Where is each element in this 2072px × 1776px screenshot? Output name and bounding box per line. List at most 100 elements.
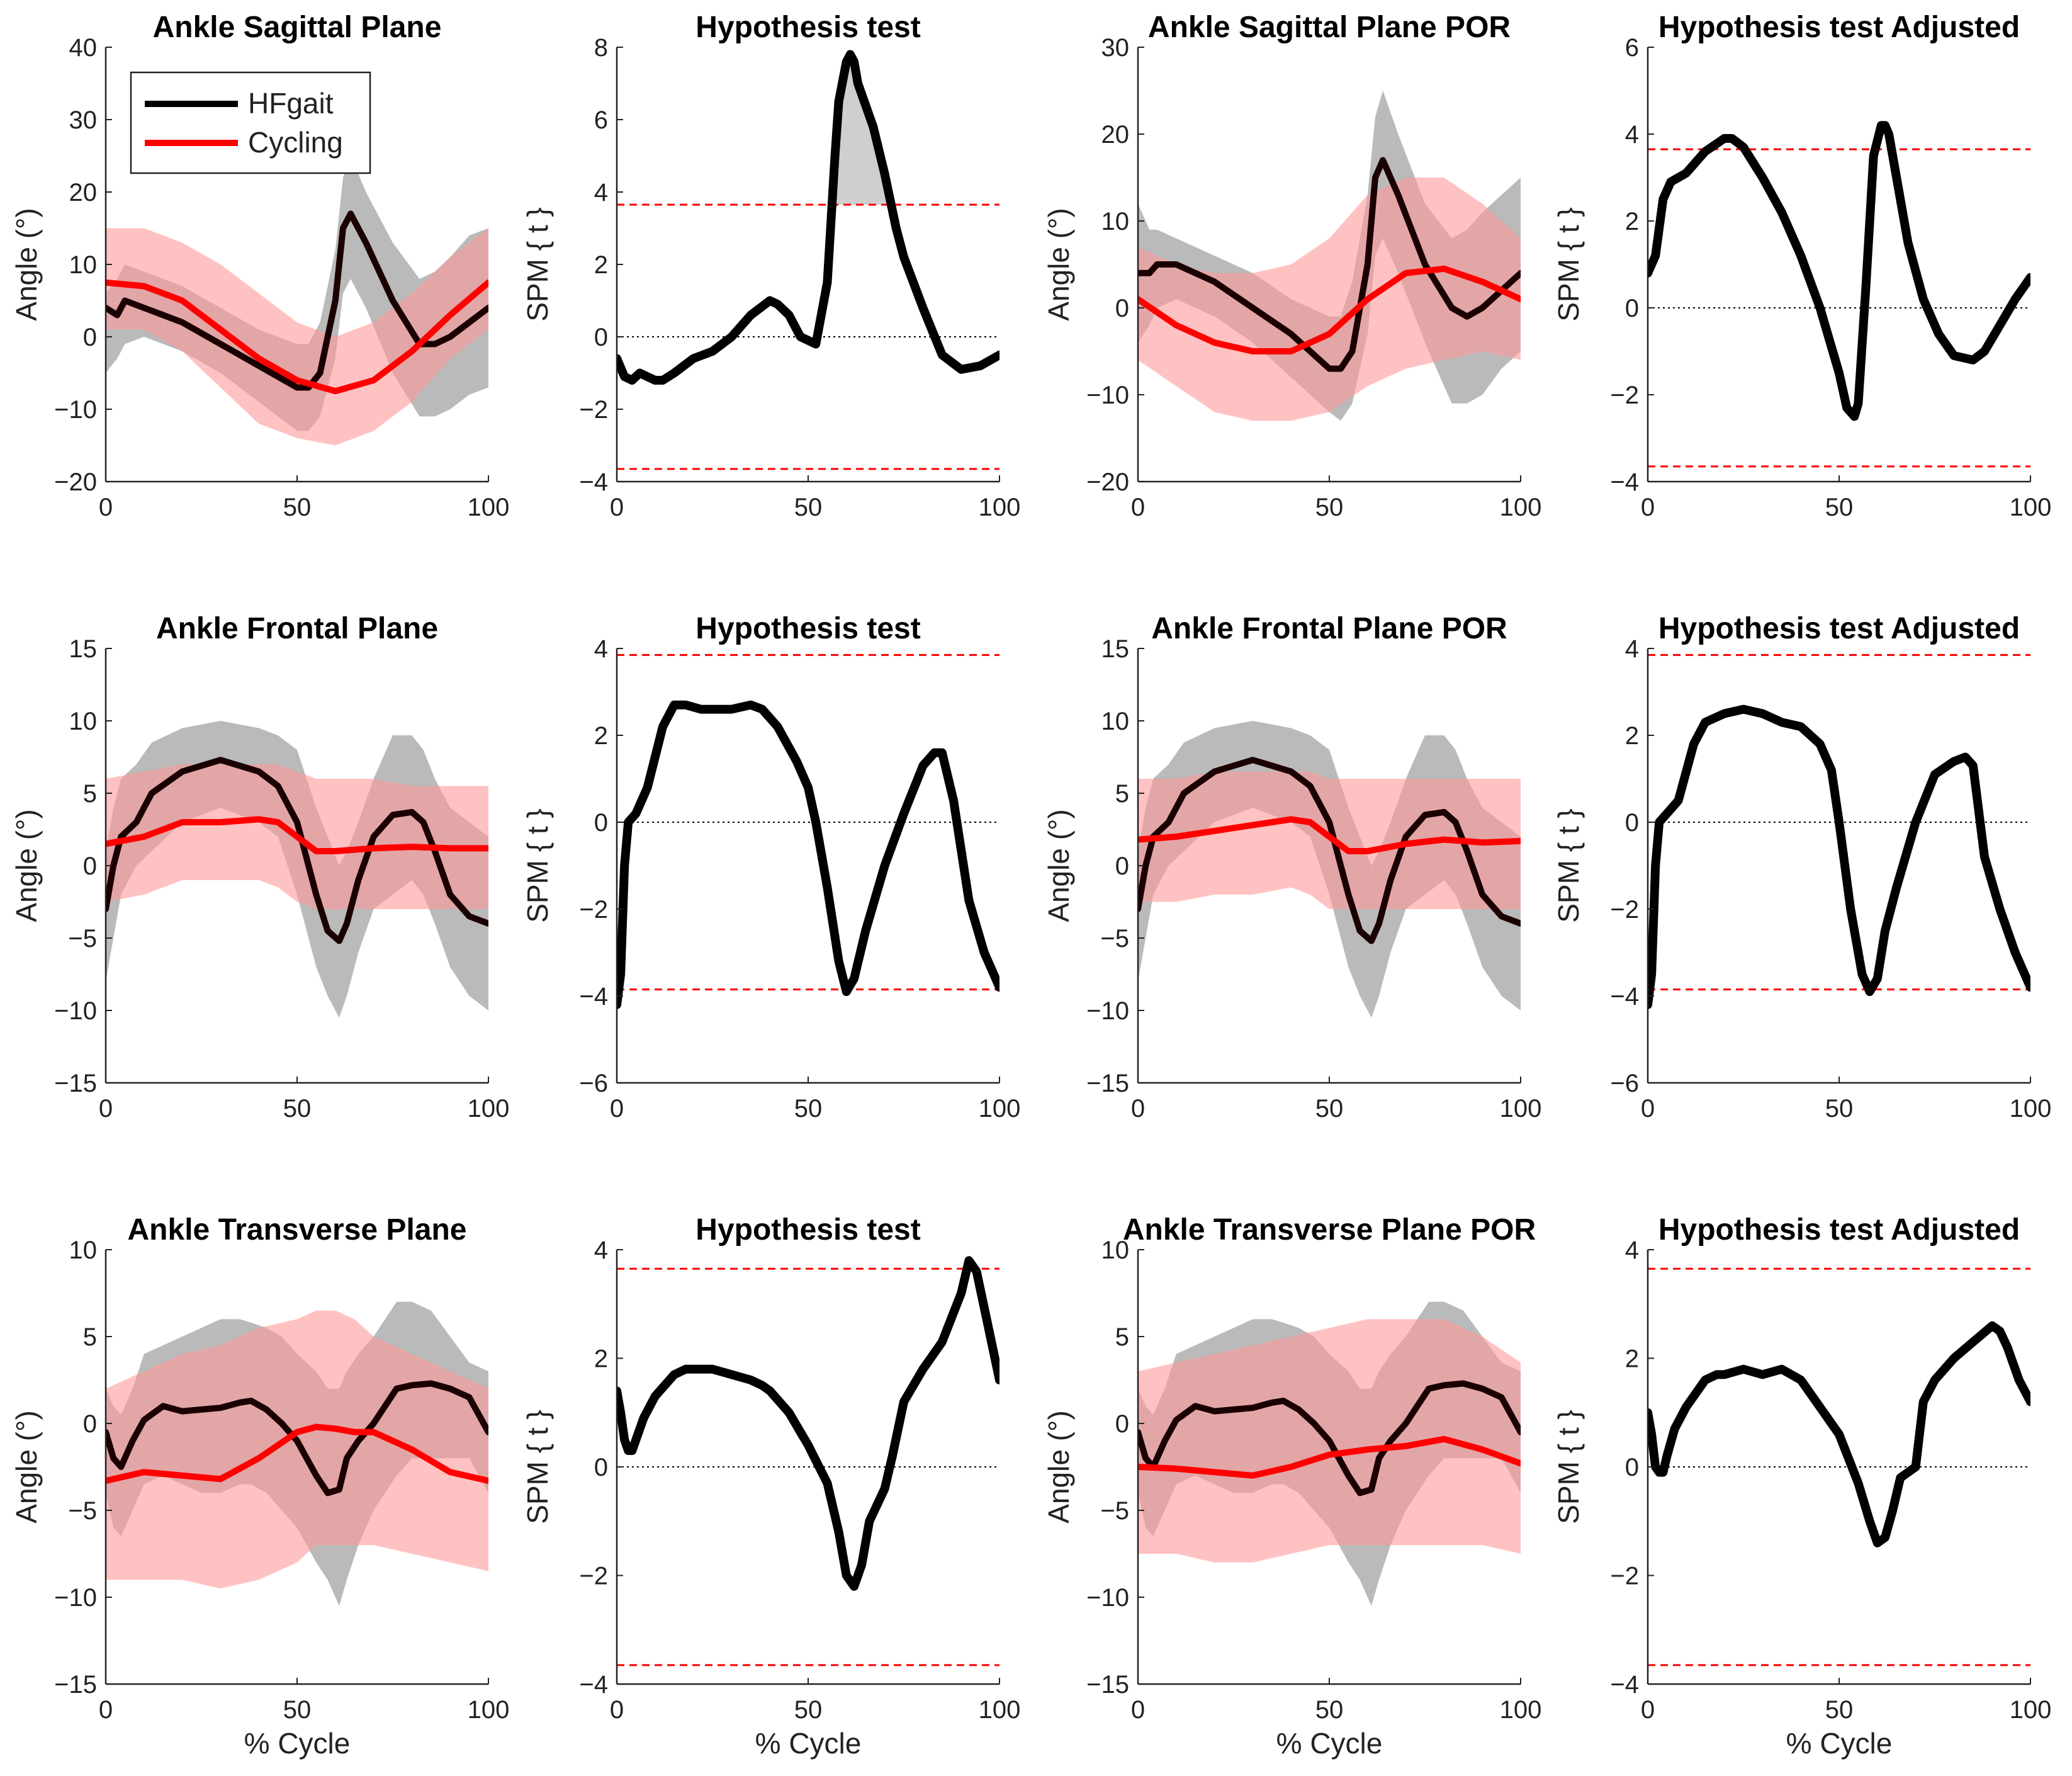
x-tick-label: 0	[99, 1095, 113, 1123]
x-tick-label: 50	[283, 1095, 312, 1123]
x-tick-label: 0	[610, 1095, 624, 1123]
y-axis-label: SPM { t }	[1552, 808, 1585, 923]
y-axis-label: Angle (°)	[10, 1410, 43, 1523]
y-tick-label: 4	[1625, 635, 1639, 663]
y-tick-label: 15	[69, 635, 98, 663]
y-axis-label: SPM { t }	[1552, 207, 1585, 322]
y-axis-label: Angle (°)	[1042, 1410, 1075, 1523]
x-tick-label: 0	[99, 1696, 113, 1724]
y-tick-label: 0	[594, 324, 608, 351]
panel-p14: −4 −2 0 2 4 6 0 50 100 Hypothesis test Adjusted SP…	[1552, 11, 2051, 521]
y-tick-label: −4	[579, 983, 608, 1010]
y-tick-label: 2	[1625, 1345, 1639, 1373]
series-line-spm-t-	[1648, 1321, 2030, 1547]
y-tick-label: 10	[1101, 708, 1130, 735]
y-tick-label: −4	[1610, 983, 1639, 1010]
plot-area	[617, 653, 999, 1009]
x-tick-label: 50	[794, 494, 823, 521]
y-tick-label: 0	[83, 852, 97, 880]
x-tick-label: 50	[283, 1696, 312, 1724]
y-axis-label: SPM { t }	[1552, 1410, 1585, 1524]
x-tick-label: 0	[99, 494, 113, 521]
y-tick-label: 10	[69, 251, 98, 279]
legend-label: Cycling	[248, 126, 343, 159]
panel-title: Ankle Sagittal Plane POR	[1148, 11, 1511, 44]
y-tick-label: 0	[1625, 295, 1639, 322]
series-line-hfgait	[106, 757, 488, 944]
x-tick-label: 0	[610, 1696, 624, 1724]
panel-p11: −20 −10 0 10 20 30 40 0 50 100 Ankle Sagittal Plan…	[10, 11, 509, 521]
y-tick-label: −10	[1086, 1584, 1129, 1612]
x-tick-label: 50	[1315, 1696, 1344, 1724]
x-tick-label: 50	[1315, 1095, 1344, 1123]
y-tick-label: 0	[83, 324, 97, 351]
legend: HFgait Cycling	[130, 71, 371, 174]
y-tick-label: 4	[594, 179, 608, 206]
y-axis-label: SPM { t }	[521, 207, 554, 322]
y-tick-label: −10	[1086, 997, 1129, 1025]
panel-p12: −4 −2 0 2 4 6 8 0 50 100 Hypothesis test SPM { t }	[521, 11, 1020, 521]
series-line-spm-t-	[617, 1256, 999, 1591]
y-tick-label: −15	[1086, 1070, 1129, 1097]
plot-area	[1648, 1267, 2030, 1666]
y-tick-label: 2	[594, 1345, 608, 1373]
y-tick-label: −15	[54, 1070, 97, 1097]
y-tick-label: 8	[594, 34, 608, 62]
series-line-cycling	[1138, 1435, 1521, 1479]
series-line-cycling	[1138, 816, 1521, 854]
panel-title: Hypothesis test	[695, 1213, 920, 1247]
y-tick-label: −10	[54, 997, 97, 1025]
x-tick-label: 50	[1825, 1095, 1854, 1123]
panel-p32: −4 −2 0 2 4 0 50 100 Hypothesis test SPM { t } % C…	[521, 1213, 1020, 1760]
legend-label: HFgait	[248, 87, 334, 120]
y-tick-label: 5	[83, 780, 97, 808]
plot-area	[1138, 91, 1521, 421]
x-tick-label: 0	[1131, 1095, 1145, 1123]
x-tick-label: 100	[468, 1696, 510, 1724]
y-tick-label: 40	[69, 34, 98, 62]
y-tick-label: 5	[83, 1323, 97, 1351]
panel-p23: −15 −10 −5 0 5 10 15 0 50 100 Ankle Frontal Plane …	[1042, 612, 1541, 1123]
plot-area	[1138, 721, 1521, 1018]
plot-area	[106, 721, 488, 1018]
y-tick-label: 10	[69, 1236, 98, 1264]
y-tick-label: −2	[579, 396, 608, 424]
y-tick-label: 20	[69, 179, 98, 206]
panel-title: Ankle Transverse Plane POR	[1123, 1213, 1536, 1247]
y-tick-label: 0	[1115, 1410, 1129, 1438]
y-tick-label: 0	[1625, 809, 1639, 837]
y-tick-label: −15	[1086, 1671, 1129, 1699]
x-tick-label: 50	[283, 494, 312, 521]
y-tick-label: −4	[579, 1671, 608, 1699]
panel-title: Ankle Frontal Plane POR	[1151, 612, 1507, 645]
band-cycling	[1138, 178, 1521, 421]
x-tick-label: 0	[1131, 494, 1145, 521]
y-tick-label: 0	[594, 1454, 608, 1481]
x-tick-label: 100	[2010, 1696, 2052, 1724]
y-tick-label: −10	[54, 1584, 97, 1612]
y-tick-label: 2	[594, 251, 608, 279]
y-tick-label: −20	[54, 468, 97, 496]
panel-title: Hypothesis test Adjusted	[1658, 1213, 2020, 1247]
plot-area	[617, 1256, 999, 1666]
y-tick-label: 15	[1101, 635, 1130, 663]
y-tick-label: −4	[579, 468, 608, 496]
panel-p34: −4 −2 0 2 4 0 50 100 Hypothesis test Adjusted SPM…	[1552, 1213, 2051, 1760]
y-axis-label: SPM { t }	[521, 1410, 554, 1524]
y-tick-label: 4	[1625, 1236, 1639, 1264]
x-tick-label: 50	[794, 1095, 823, 1123]
y-tick-label: 2	[1625, 208, 1639, 235]
series-line-hfgait	[106, 210, 488, 391]
panel-title: Ankle Frontal Plane	[156, 612, 438, 645]
plot-area	[1138, 1301, 1521, 1606]
y-tick-label: −6	[1610, 1070, 1639, 1097]
x-tick-label: 50	[1825, 1696, 1854, 1724]
y-tick-label: −5	[1100, 1497, 1129, 1525]
y-tick-label: 30	[1101, 34, 1130, 62]
y-tick-label: −2	[1610, 896, 1639, 924]
y-tick-label: 10	[1101, 208, 1130, 235]
x-tick-label: 0	[610, 494, 624, 521]
y-tick-label: 6	[1625, 34, 1639, 62]
y-axis-label: Angle (°)	[10, 809, 43, 922]
